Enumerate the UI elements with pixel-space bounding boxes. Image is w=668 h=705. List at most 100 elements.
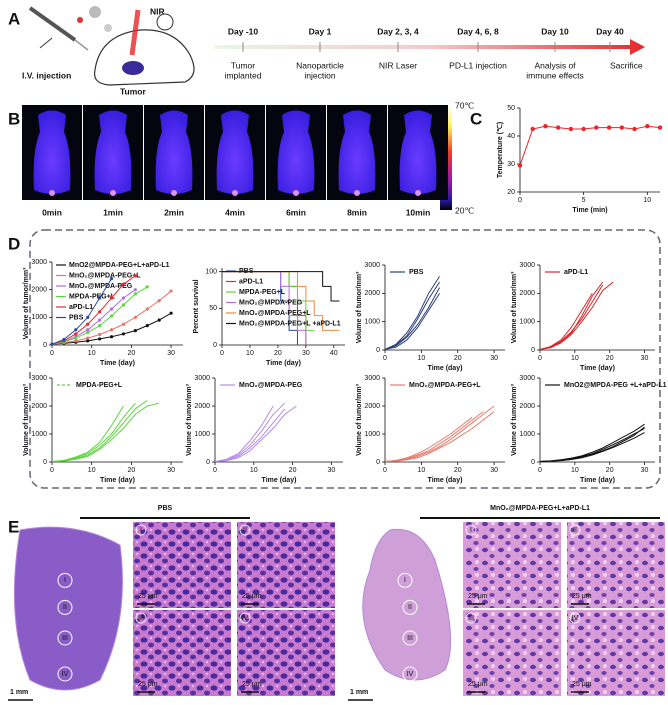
y-axis-label: Volume of tumor/mm³ [186, 383, 193, 455]
y-tick-label: 40 [507, 133, 515, 140]
series-line [384, 416, 473, 462]
x-axis-label: Time (day) [262, 477, 297, 484]
data-point [632, 126, 637, 132]
legend-label: MPDA-PEG+L [69, 293, 116, 300]
y-tick-label: 1000 [194, 431, 210, 438]
y-tick-label: 0 [206, 459, 210, 466]
x-tick-label: 30 [641, 467, 649, 474]
x-tick-label: 20 [274, 350, 282, 357]
x-tick-label: 10 [88, 467, 96, 474]
tile-scale-label: 25 μm [242, 681, 262, 688]
data-point [109, 314, 114, 318]
series-line [539, 281, 604, 350]
region-label: II [408, 604, 412, 611]
data-point [133, 274, 137, 278]
legend-label: MnO₂@MPDA-PEG [239, 382, 303, 389]
data-point [145, 285, 149, 289]
data-point [98, 332, 102, 337]
data-point [98, 296, 102, 300]
y-axis-label: Volume of tumor/mm³ [356, 383, 363, 455]
legend-label: MnO₂@MPDA-PEG+L [69, 272, 141, 279]
y-tick-label: 2000 [519, 290, 535, 297]
data-point [530, 126, 535, 132]
region-marker [57, 599, 73, 615]
panel-label: E [8, 517, 19, 536]
data-point [594, 125, 599, 130]
x-tick-label: 30 [302, 350, 310, 357]
y-tick-label: 3000 [519, 262, 535, 269]
y-axis-label: Volume of tumor/mm³ [23, 383, 30, 455]
tumor-hotspot [110, 190, 116, 196]
timeline-event: PD-L1 injection [449, 60, 507, 70]
x-tick-label: 20 [454, 467, 462, 474]
timeline-event: Analysis of [534, 60, 576, 70]
series-line [384, 411, 484, 462]
y-tick-label: 2000 [364, 403, 380, 410]
tile-region-label: I [470, 527, 472, 534]
data-point [619, 125, 625, 130]
colorbar-max: 70℃ [455, 100, 474, 110]
tile-scale-label: 25 μm [468, 681, 488, 688]
colorbar-min: 20℃ [455, 205, 474, 215]
tile-region-label: III [468, 615, 474, 622]
y-tick-label: 0 [376, 459, 380, 466]
group-title: PBS [158, 505, 173, 512]
histology-tile [237, 522, 335, 608]
x-tick-label: 0 [538, 467, 542, 474]
x-tick-label: 10 [417, 467, 425, 474]
region-marker [402, 630, 418, 646]
group-title: MnO₂@MPDA-PEG+L+aPD-L1 [490, 505, 590, 512]
tumor-hotspot [171, 190, 177, 196]
time-label: 10min [406, 207, 431, 217]
data-point [50, 342, 54, 346]
tile-scale-label: 25 μm [572, 593, 592, 600]
timeline-event: NIR Laser [379, 60, 417, 70]
tile-scale-label: 25 μm [138, 681, 158, 688]
region-label: I [64, 577, 66, 584]
series-line [51, 275, 136, 345]
tile-marker [239, 612, 251, 624]
x-tick-label: 30 [167, 467, 175, 474]
histology-tile [133, 610, 231, 696]
legend-label: PBS [409, 269, 424, 276]
y-axis-label: Percent survival [193, 279, 200, 333]
tile-scale-label: 25 μm [242, 593, 262, 600]
time-label: 0min [42, 207, 62, 217]
legend-label: MPDA-PEG+L [76, 382, 123, 389]
data-point [133, 315, 137, 319]
y-tick-label: 0 [376, 347, 380, 354]
region-label: IV [407, 671, 414, 678]
legend-label: aPD-L1 [564, 269, 588, 276]
x-tick-label: 0 [518, 197, 522, 204]
y-tick-label: 2000 [31, 287, 47, 294]
tile-region-label: II [243, 527, 247, 534]
tile-marker [569, 612, 581, 624]
tumor-hotspot [232, 190, 238, 196]
data-point [121, 322, 126, 326]
series-line [214, 405, 274, 462]
injection-label: I.V. injection [22, 70, 71, 80]
tile-marker [465, 612, 477, 624]
y-tick-label: 0 [43, 459, 47, 466]
timeline-day: Day -10 [228, 26, 259, 36]
data-point [121, 332, 126, 336]
y-tick-label: 2000 [194, 403, 210, 410]
panel-label: A [8, 9, 20, 28]
timeline-event: Nanoparticle [296, 60, 344, 70]
y-tick-label: 3000 [194, 375, 210, 382]
x-tick-label: 10 [246, 350, 254, 357]
legend-label: MnO₂@MPDA-PEG [69, 283, 133, 290]
mouse-thermal [216, 110, 254, 194]
y-axis-label: Temperature (℃) [496, 122, 504, 178]
x-axis-label: Time (day) [100, 360, 135, 367]
panel-label: C [470, 109, 482, 128]
x-tick-label: 20 [606, 467, 614, 474]
x-axis-label: Time (day) [266, 360, 301, 367]
x-tick-label: 0 [50, 467, 54, 474]
x-tick-label: 30 [327, 467, 335, 474]
section-scale-label: 1 mm [350, 689, 368, 696]
y-tick-label: 1000 [519, 431, 535, 438]
x-tick-label: 30 [167, 350, 175, 357]
tile-marker [465, 524, 477, 536]
x-tick-label: 10 [88, 350, 96, 357]
